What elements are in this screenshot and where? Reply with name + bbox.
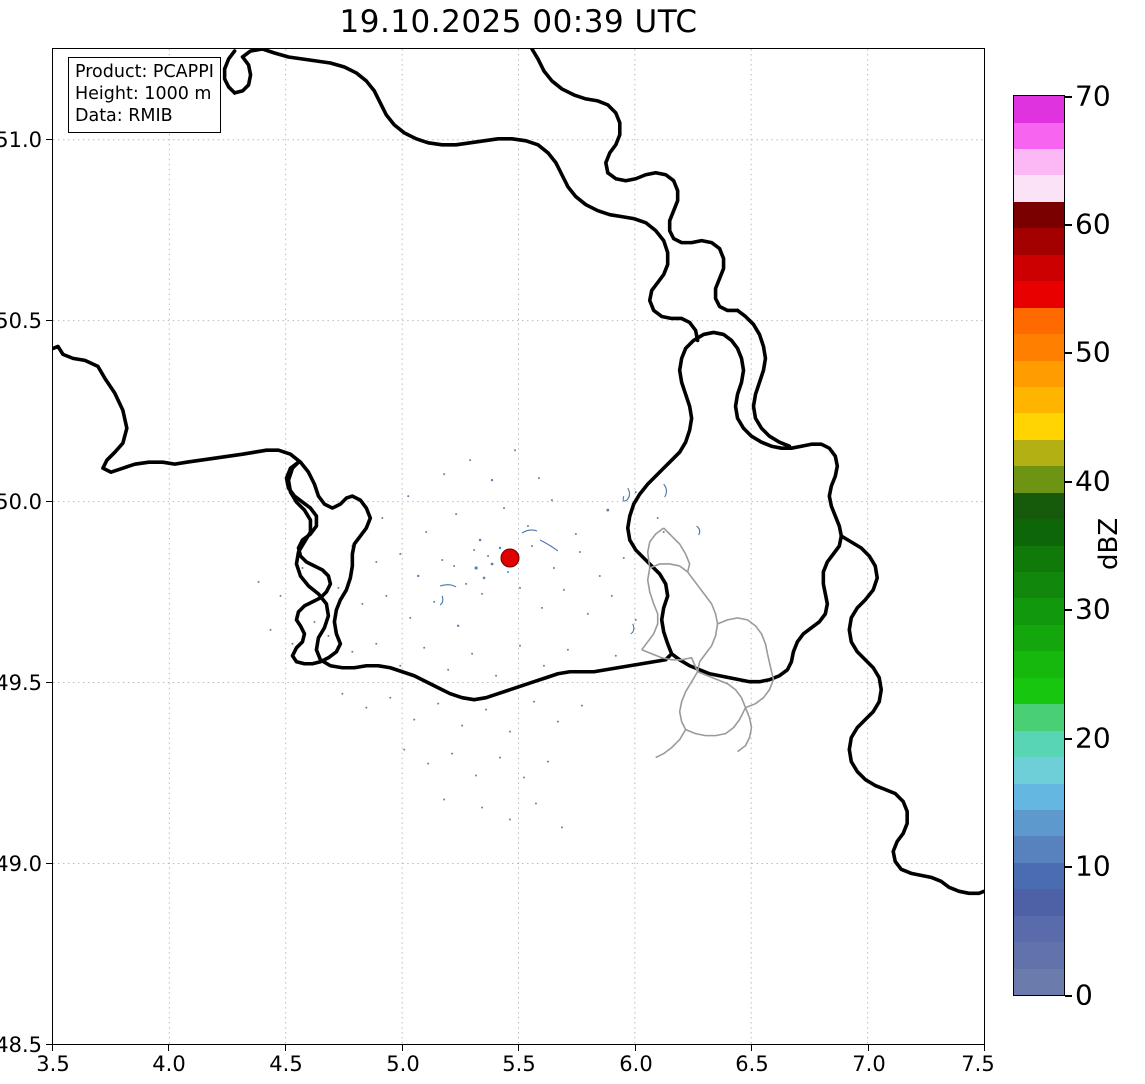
xtick-mark-5-0 bbox=[402, 1045, 404, 1051]
cbar-label-20: 20 bbox=[1075, 721, 1111, 755]
info-height-line: Height: 1000 m bbox=[75, 84, 212, 105]
colorbar-band-20 bbox=[1014, 439, 1064, 467]
info-legend-box: Product: PCAPPI Height: 1000 m Data: RMI… bbox=[68, 57, 221, 133]
colorbar-band-26 bbox=[1014, 281, 1064, 308]
colorbar-band-2 bbox=[1014, 915, 1064, 943]
colorbar-band-33 bbox=[1014, 96, 1064, 123]
cbar-label-0: 0 bbox=[1075, 978, 1093, 1012]
colorbar-band-10 bbox=[1014, 704, 1064, 731]
xtick-label-4-0: 4.0 bbox=[152, 1052, 186, 1076]
xtick-label-5-0: 5.0 bbox=[386, 1052, 420, 1076]
map-canvas bbox=[53, 49, 984, 1044]
cbar-tick-60 bbox=[1065, 224, 1072, 226]
colorbar-band-21 bbox=[1014, 413, 1064, 440]
colorbar-band-0 bbox=[1014, 968, 1064, 995]
ytick-label-48-5: 48.5 bbox=[0, 1033, 42, 1057]
xtick-mark-3-5 bbox=[52, 1045, 54, 1051]
info-product-line: Product: PCAPPI bbox=[75, 62, 214, 82]
colorbar-band-7 bbox=[1014, 783, 1064, 810]
cbar-tick-20 bbox=[1065, 738, 1072, 740]
colorbar-band-29 bbox=[1014, 201, 1064, 229]
radar-map-axes[interactable]: Product: PCAPPI Height: 1000 m Data: RMI… bbox=[52, 48, 985, 1045]
cbar-tick-70 bbox=[1065, 96, 1072, 98]
xtick-label-7-0: 7.0 bbox=[852, 1052, 886, 1076]
colorbar-band-15 bbox=[1014, 572, 1064, 599]
cbar-tick-40 bbox=[1065, 481, 1072, 483]
colorbar-band-8 bbox=[1014, 757, 1064, 784]
cbar-tick-50 bbox=[1065, 352, 1072, 354]
colorbar-band-22 bbox=[1014, 386, 1064, 414]
xtick-mark-4-5 bbox=[285, 1045, 287, 1051]
ytick-mark-50-5 bbox=[46, 320, 52, 322]
info-data-line: Data: RMIB bbox=[75, 106, 173, 127]
colorbar-band-14 bbox=[1014, 598, 1064, 625]
ytick-label-51-0: 51.0 bbox=[0, 128, 42, 152]
radar-echo-layer bbox=[257, 449, 701, 829]
country-borders bbox=[53, 49, 984, 896]
xtick-mark-6-0 bbox=[635, 1045, 637, 1051]
ytick-label-50-5: 50.5 bbox=[0, 309, 42, 333]
ytick-mark-50-0 bbox=[46, 501, 52, 503]
colorbar-band-1 bbox=[1014, 942, 1064, 969]
cbar-label-10: 10 bbox=[1075, 849, 1111, 883]
ytick-mark-48-5 bbox=[46, 1044, 52, 1046]
colorbar-band-12 bbox=[1014, 651, 1064, 678]
colorbar-band-19 bbox=[1014, 466, 1064, 493]
ytick-mark-49-0 bbox=[46, 863, 52, 865]
colorbar-unit-label: dBZ bbox=[1094, 517, 1124, 570]
xtick-mark-4-0 bbox=[168, 1045, 170, 1051]
colorbar-band-5 bbox=[1014, 836, 1064, 863]
colorbar-band-16 bbox=[1014, 545, 1064, 572]
cbar-label-70: 70 bbox=[1075, 79, 1111, 113]
radar-site-marker[interactable] bbox=[500, 548, 520, 568]
cbar-label-40: 40 bbox=[1075, 464, 1111, 498]
ytick-mark-51-0 bbox=[46, 139, 52, 141]
colorbar-band-6 bbox=[1014, 809, 1064, 837]
ytick-label-50-0: 50.0 bbox=[0, 490, 42, 514]
colorbar-band-28 bbox=[1014, 228, 1064, 255]
ytick-label-49-0: 49.0 bbox=[0, 852, 42, 876]
colorbar-band-27 bbox=[1014, 254, 1064, 282]
ytick-mark-49-5 bbox=[46, 682, 52, 684]
colorbar-band-24 bbox=[1014, 334, 1064, 361]
cbar-label-50: 50 bbox=[1075, 335, 1111, 369]
xtick-mark-6-5 bbox=[751, 1045, 753, 1051]
colorbar-band-3 bbox=[1014, 889, 1064, 916]
dbz-colorbar[interactable] bbox=[1013, 95, 1065, 996]
ytick-label-49-5: 49.5 bbox=[0, 671, 42, 695]
colorbar-band-25 bbox=[1014, 307, 1064, 335]
colorbar-band-32 bbox=[1014, 122, 1064, 149]
subregion-borders bbox=[641, 527, 775, 759]
cbar-tick-30 bbox=[1065, 609, 1072, 611]
xtick-mark-7-0 bbox=[868, 1045, 870, 1051]
xtick-label-6-0: 6.0 bbox=[619, 1052, 653, 1076]
xtick-label-5-5: 5.5 bbox=[502, 1052, 536, 1076]
xtick-label-6-5: 6.5 bbox=[735, 1052, 769, 1076]
xtick-label-3-5: 3.5 bbox=[36, 1052, 70, 1076]
colorbar-band-23 bbox=[1014, 360, 1064, 387]
cbar-tick-0 bbox=[1065, 995, 1072, 997]
colorbar-band-31 bbox=[1014, 149, 1064, 176]
xtick-label-4-5: 4.5 bbox=[269, 1052, 303, 1076]
grid-lines bbox=[53, 49, 984, 1044]
xtick-mark-5-5 bbox=[518, 1045, 520, 1051]
colorbar-band-30 bbox=[1014, 175, 1064, 202]
colorbar-band-18 bbox=[1014, 492, 1064, 520]
figure-title: 19.10.2025 00:39 UTC bbox=[339, 4, 698, 40]
colorbar-band-11 bbox=[1014, 677, 1064, 705]
xtick-mark-7-5 bbox=[984, 1045, 986, 1051]
cbar-tick-10 bbox=[1065, 866, 1072, 868]
colorbar-band-13 bbox=[1014, 624, 1064, 652]
cbar-label-60: 60 bbox=[1075, 207, 1111, 241]
colorbar-band-9 bbox=[1014, 730, 1064, 758]
colorbar-band-17 bbox=[1014, 519, 1064, 546]
xtick-label-7-5: 7.5 bbox=[961, 1052, 995, 1076]
colorbar-band-4 bbox=[1014, 862, 1064, 890]
cbar-label-30: 30 bbox=[1075, 592, 1111, 626]
